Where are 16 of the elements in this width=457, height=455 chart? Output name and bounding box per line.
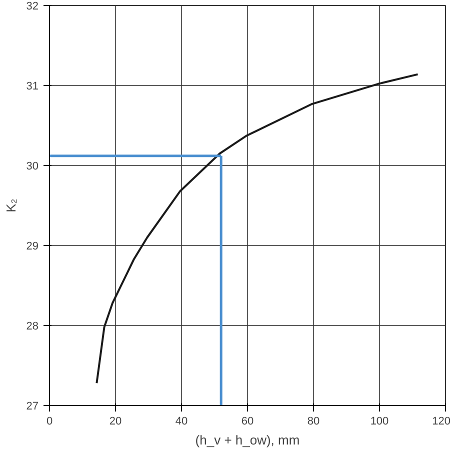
x-tick-label: 120 xyxy=(432,416,451,428)
x-tick-label: 100 xyxy=(370,416,389,428)
y-tick-label: 27 xyxy=(26,400,39,412)
y-tick-label: 31 xyxy=(26,80,39,92)
y-tick-label: 29 xyxy=(26,240,39,252)
y-tick-label: 30 xyxy=(26,160,39,172)
x-tick-label: 20 xyxy=(109,416,122,428)
x-axis-title: (h_v + h_ow), mm xyxy=(195,432,300,448)
x-tick-label: 40 xyxy=(175,416,188,428)
x-tick-label: 60 xyxy=(241,416,254,428)
line-series xyxy=(96,73,419,384)
y-tick-label: 28 xyxy=(26,320,39,332)
y-axis-title: K₂ xyxy=(3,198,18,212)
x-tick-label: 80 xyxy=(307,416,320,428)
y-tick-label: 32 xyxy=(26,0,39,12)
x-tick-label: 0 xyxy=(46,416,53,428)
